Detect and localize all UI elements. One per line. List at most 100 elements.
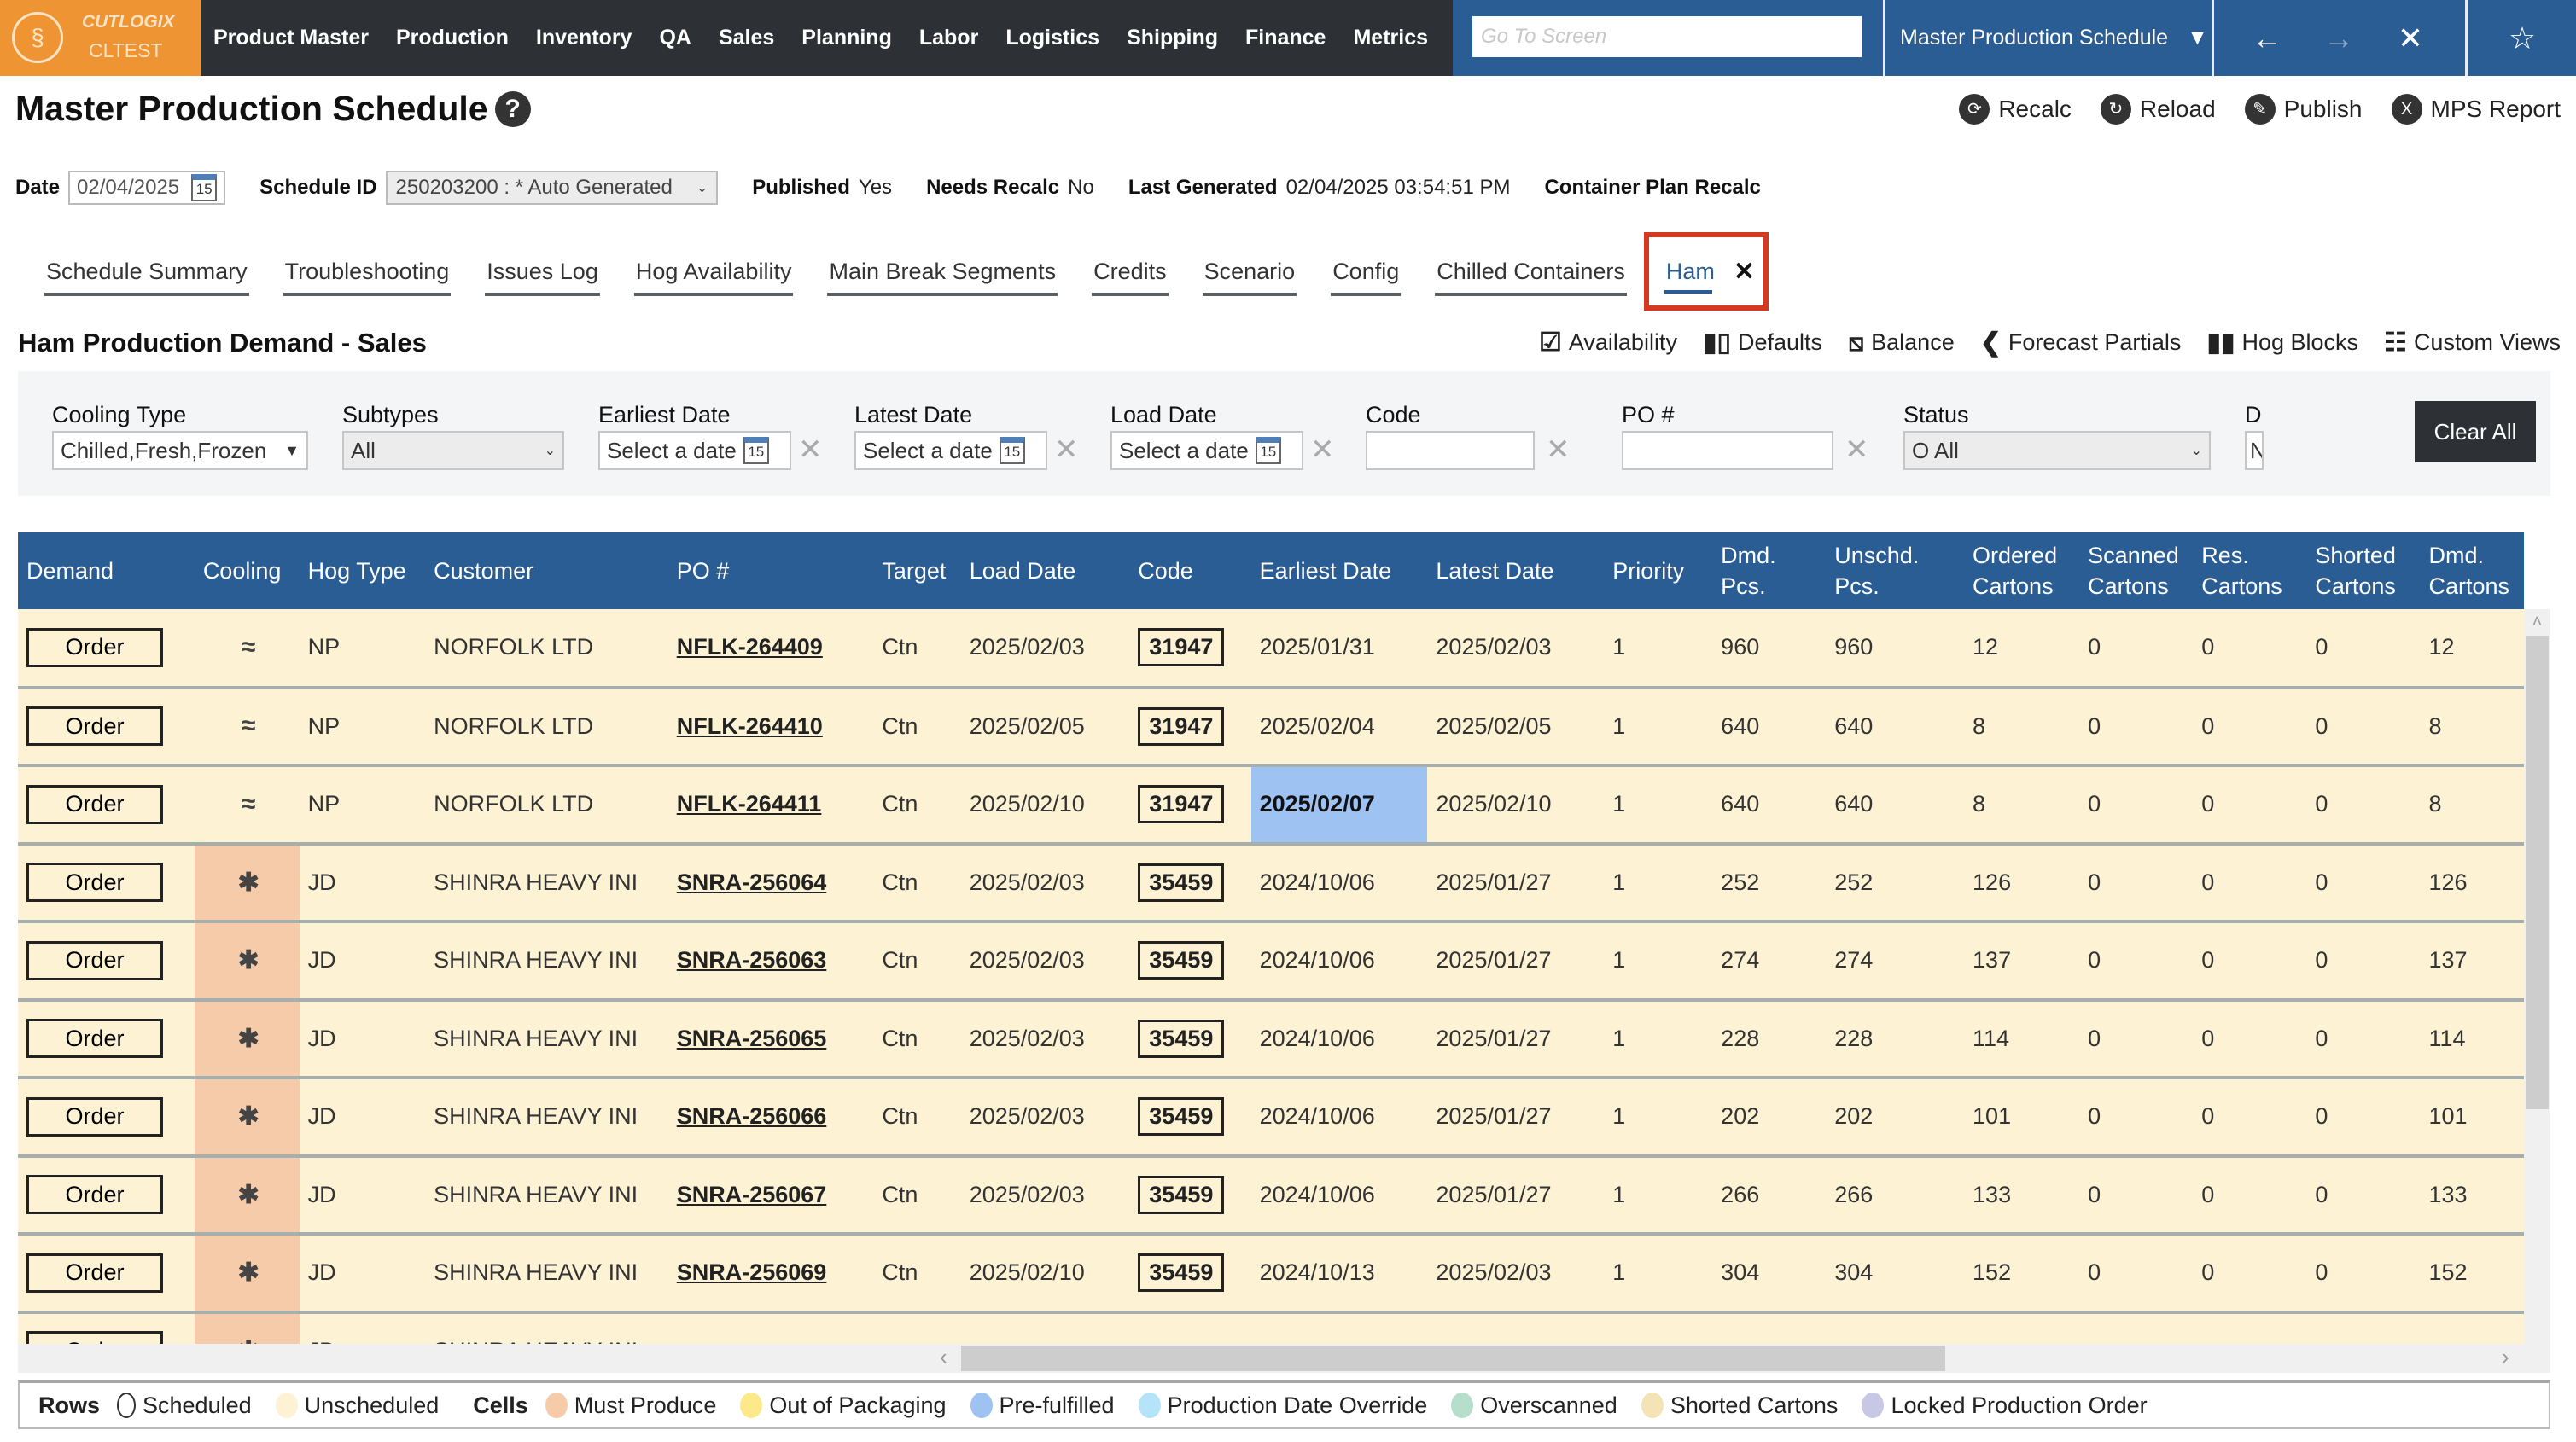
tab-issues-log[interactable]: Issues Log [468,249,617,296]
forecast-partials-button[interactable]: ❮ Forecast Partials [1980,328,2182,358]
menu-item[interactable]: Shipping [1127,26,1218,49]
vertical-scroll-thumb[interactable] [2526,636,2549,1109]
status-select[interactable]: O All ⌄ [1903,431,2211,470]
column-header[interactable]: Customer [425,532,668,609]
column-header[interactable]: Hog Type [299,532,426,609]
availability-button[interactable]: ☑ Availability [1539,328,1677,358]
code-button[interactable]: 35459 [1138,1175,1225,1214]
menu-item[interactable]: Labor [918,26,979,49]
column-header[interactable]: Cooling [194,532,300,609]
menu-item[interactable]: Planning [801,26,892,49]
order-button[interactable]: Order [26,627,163,667]
column-header[interactable]: Demand [18,532,195,609]
menu-item[interactable]: Logistics [1005,26,1100,49]
tab-chilled-containers[interactable]: Chilled Containers [1418,249,1644,296]
reload-button[interactable]: ↻ Reload [2100,94,2216,125]
horizontal-scroll-thumb[interactable] [961,1346,1945,1371]
cooling-type-select[interactable]: Chilled,Fresh,Frozen ▼ [52,431,308,470]
latest-date-picker[interactable]: Select a date 15 [854,431,1047,470]
order-button[interactable]: Order [26,1253,163,1293]
code-button[interactable]: 31947 [1138,785,1225,824]
column-header[interactable]: Latest Date [1427,532,1605,609]
order-button[interactable]: Order [26,1175,163,1215]
po-link[interactable]: NFLK-264410 [676,712,823,739]
menu-item[interactable]: Production [395,26,509,49]
po-link[interactable]: NFLK-264409 [676,634,823,660]
calendar-icon[interactable]: 15 [999,437,1025,464]
code-button[interactable]: 35459 [1138,1097,1225,1137]
table-row[interactable]: Order ✱ JD SHINRA HEAVY INI SNRA-256066 Ctn 20… [18,1078,2524,1158]
mps-report-button[interactable]: X MPS Report [2391,94,2561,125]
po-link[interactable]: NFLK-264411 [676,791,822,817]
po-input[interactable] [1622,431,1833,470]
tab-main-break-segments[interactable]: Main Break Segments [810,249,1075,296]
tab-schedule-summary[interactable]: Schedule Summary [27,249,266,296]
column-header[interactable]: Code [1129,532,1251,609]
d-filter-input[interactable]: N [2245,431,2264,470]
screen-select-dropdown[interactable]: Master Production Schedule ▼ [1883,0,2214,76]
clear-latest-date-icon[interactable]: ✕ [1054,433,1079,466]
menu-item[interactable]: Product Master [213,26,369,49]
load-date-picker[interactable]: Select a date 15 [1110,431,1303,470]
back-arrow-icon[interactable]: ← [2252,20,2282,55]
column-header[interactable]: Res. Cartons [2193,532,2307,609]
column-header[interactable]: Unschd. Pcs. [1826,532,1965,609]
menu-item[interactable]: Inventory [535,26,632,49]
clear-all-button[interactable]: Clear All [2415,401,2536,462]
tab-hog-availability[interactable]: Hog Availability [617,249,811,296]
menu-item[interactable]: QA [659,26,691,49]
po-link[interactable]: SNRA-256063 [676,947,827,974]
code-button[interactable]: 31947 [1138,706,1225,746]
code-button[interactable]: 31947 [1138,628,1225,667]
po-link[interactable]: SNRA-256064 [676,869,827,895]
table-row[interactable]: Order ≈ NP NORFOLK LTD NFLK-264411 Ctn 2025/02… [18,765,2524,846]
forward-arrow-icon[interactable]: → [2323,20,2354,55]
code-button[interactable]: 35459 [1138,1019,1225,1058]
column-header[interactable]: Ordered Cartons [1964,532,2080,609]
clear-load-date-icon[interactable]: ✕ [1310,433,1335,466]
menu-item[interactable]: Sales [718,26,775,49]
table-row[interactable]: Order ≈ NP NORFOLK LTD NFLK-264410 Ctn 2025/02… [18,687,2524,767]
code-button[interactable]: 35459 [1138,863,1225,902]
subtypes-select[interactable]: All ⌄ [342,431,564,470]
column-header[interactable]: Load Date [960,532,1130,609]
table-row[interactable]: Order ✱ JD SHINRA HEAVY INI SNRA-256064 Ctn 20… [18,843,2524,923]
tab-config[interactable]: Config [1314,249,1418,296]
tab-ham[interactable]: Ham ✕ [1643,232,1769,311]
clear-po-icon[interactable]: ✕ [1845,433,1869,466]
code-button[interactable]: 35459 [1138,1253,1225,1293]
menu-item[interactable]: Finance [1244,26,1326,49]
column-header[interactable]: Target [873,532,961,609]
column-header[interactable]: Priority [1604,532,1713,609]
balance-button[interactable]: ⧅ Balance [1848,328,1955,358]
calendar-icon[interactable]: 15 [191,174,218,201]
calendar-icon[interactable]: 15 [743,437,769,464]
column-header[interactable]: Dmd. Cartons [2420,532,2524,609]
column-header[interactable]: Earliest Date [1250,532,1428,609]
table-row[interactable]: Order ✱ JD SHINRA HEAVY INI SNRA-256069 Ctn 20… [18,1234,2524,1314]
order-button[interactable]: Order [26,940,163,980]
scroll-up-icon[interactable]: ˄ [2532,613,2543,631]
po-link[interactable]: SNRA-256066 [676,1103,827,1130]
order-button[interactable]: Order [26,1019,163,1059]
order-button[interactable]: Order [26,706,163,747]
earliest-date-picker[interactable]: Select a date 15 [598,431,791,470]
order-button[interactable]: Order [26,863,163,903]
schedule-id-select[interactable]: 250203200 : * Auto Generated ⌄ [385,171,719,205]
table-row[interactable]: Order ≈ NP NORFOLK LTD NFLK-264409 Ctn 2025/02… [18,609,2524,689]
code-button[interactable]: 35459 [1138,941,1225,980]
column-header[interactable]: Shorted Cartons [2306,532,2421,609]
po-link[interactable]: SNRA-256065 [676,1025,827,1051]
order-button[interactable]: Order [26,1331,163,1344]
scroll-left-icon[interactable]: ‹ [940,1344,947,1369]
hog-blocks-button[interactable]: ▮▮ Hog Blocks [2206,328,2358,358]
brand-logo[interactable]: § CUTLOGIX CLTEST [0,0,201,76]
column-header[interactable]: PO # [667,532,874,609]
date-picker[interactable]: 02/04/2025 15 [68,171,226,205]
custom-views-button[interactable]: ☷ Custom Views [2384,328,2561,358]
order-button[interactable]: Order [26,784,163,824]
defaults-button[interactable]: ▮▯ Defaults [1703,328,1822,358]
menu-item[interactable]: Metrics [1353,26,1429,49]
close-screen-icon[interactable]: ✕ [2397,20,2424,55]
